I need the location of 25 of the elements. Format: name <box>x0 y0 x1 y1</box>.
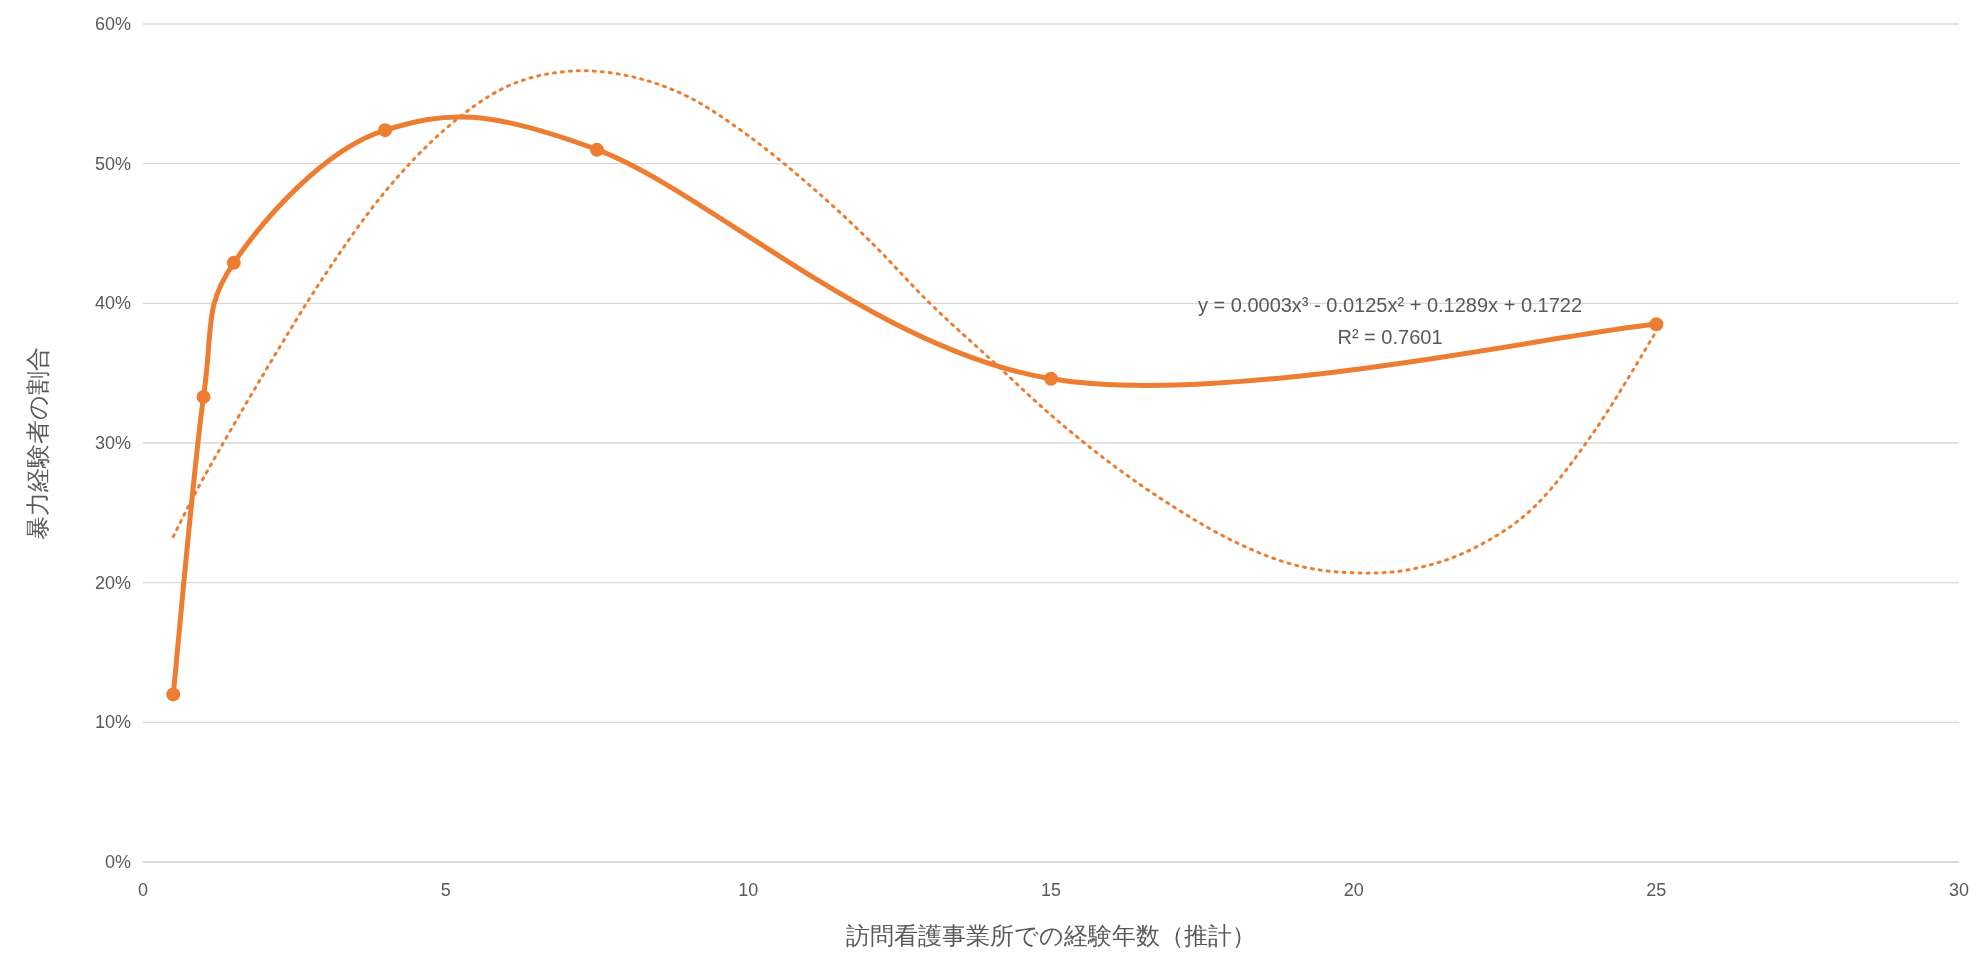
x-axis-title: 訪問看護事業所での経験年数（推計） <box>846 922 1256 949</box>
point <box>590 142 604 157</box>
x-tick-label: 5 <box>440 880 451 900</box>
x-tick-label: 10 <box>738 880 759 900</box>
point <box>166 687 181 702</box>
point <box>226 255 241 270</box>
annotation: R² = 0.7601 <box>1337 326 1443 348</box>
y-tick-label: 20% <box>94 572 131 593</box>
point <box>196 389 211 404</box>
point <box>1044 371 1058 386</box>
x-tick-label: 25 <box>1646 880 1667 900</box>
y-tick-label: 30% <box>94 433 131 453</box>
x-tick-label: 20 <box>1343 880 1364 900</box>
x-tick-label: 0 <box>137 880 149 900</box>
y-tick-label: 50% <box>94 153 131 174</box>
y-tick-label: 0% <box>104 852 131 872</box>
point <box>1649 317 1664 332</box>
x-tick-label: 15 <box>1040 880 1062 900</box>
y-tick-label: 60% <box>94 14 131 34</box>
y-tick-label: 40% <box>94 293 131 314</box>
y-axis-title: 暴力経験者の割合 <box>24 346 51 540</box>
y-tick-label: 10% <box>94 712 131 733</box>
annotation: y = 0.0003x³ - 0.0125x² + 0.1289x + 0.1722 <box>1197 294 1583 316</box>
point <box>378 123 393 138</box>
x-tick-label: 30 <box>1948 880 1970 900</box>
